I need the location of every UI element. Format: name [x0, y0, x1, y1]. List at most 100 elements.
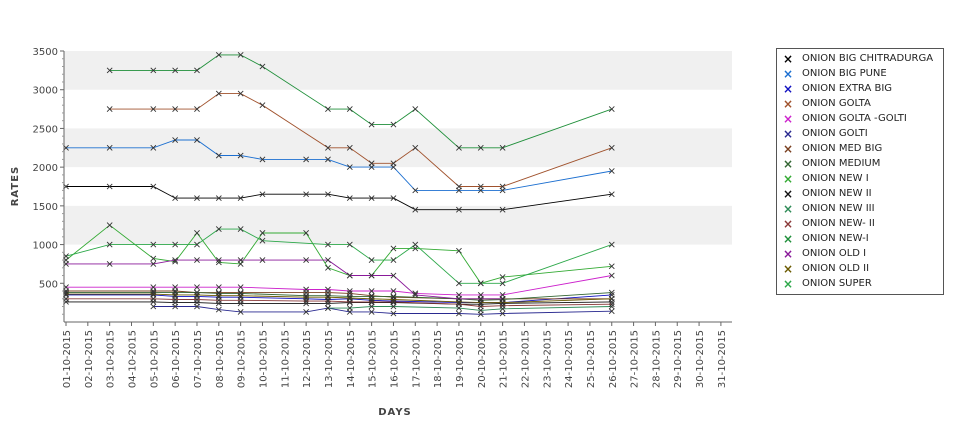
series-onion-new-ii [63, 295, 615, 310]
legend-cross-icon: × [782, 171, 794, 186]
data-point-marker [237, 284, 244, 291]
y-axis-title: RATES [10, 166, 21, 207]
data-point-marker [215, 152, 222, 159]
series-onion-new-i [106, 51, 615, 151]
data-point-marker [390, 296, 397, 303]
legend-item: × ONION NEW I [777, 171, 943, 186]
data-point-marker [390, 288, 397, 294]
data-point-marker [215, 290, 222, 297]
legend-cross-icon: × [782, 81, 794, 96]
data-point-marker [150, 291, 157, 298]
legend-cross-icon: × [782, 66, 794, 81]
data-point-marker [325, 294, 331, 301]
x-axis-title: DAYS [378, 407, 412, 418]
data-point-marker [237, 290, 244, 297]
data-point-marker [237, 292, 244, 299]
data-point-marker [215, 257, 222, 263]
series-line [66, 301, 612, 305]
data-point-marker [368, 288, 375, 294]
data-point-marker [325, 156, 331, 163]
series-onion-golti [150, 303, 615, 318]
legend-cross-icon: × [782, 231, 794, 246]
data-point-marker [172, 241, 179, 248]
data-point-marker [499, 280, 506, 287]
data-point-marker [215, 90, 222, 97]
data-point-marker [172, 291, 179, 298]
data-point-marker [499, 310, 506, 317]
data-point-marker [237, 90, 244, 97]
legend-label: ONION GOLTA -GOLTI [802, 113, 907, 124]
data-point-marker [194, 257, 200, 263]
legend-label: ONION OLD I [802, 248, 867, 259]
data-point-marker [608, 301, 615, 308]
data-point-marker [237, 257, 244, 263]
data-point-marker [456, 144, 462, 151]
x-tick-label: 11-10-2015 [280, 330, 291, 388]
y-tick-label: 3500 [33, 47, 58, 58]
x-tick-label: 21-10-2015 [499, 330, 510, 388]
data-point-marker [215, 51, 222, 58]
data-point-marker [456, 280, 462, 287]
data-point-marker [303, 300, 310, 307]
legend-item: × ONION OLD II [777, 261, 943, 276]
series-onion-super [63, 226, 615, 287]
data-point-marker [499, 144, 506, 151]
y-tick-label: 3000 [33, 86, 58, 97]
data-point-marker [325, 264, 331, 271]
data-point-marker [346, 288, 353, 294]
data-point-marker [608, 241, 615, 248]
x-tick-label: 26-10-2015 [608, 330, 619, 388]
data-point-marker [194, 296, 200, 303]
data-point-marker [390, 121, 397, 128]
data-point-marker [346, 295, 353, 301]
series-line [328, 306, 612, 311]
data-point-marker [172, 106, 179, 112]
data-point-marker [303, 309, 310, 315]
legend-cross-icon: × [782, 246, 794, 261]
data-point-marker [106, 222, 113, 229]
data-point-marker [237, 51, 244, 58]
data-point-marker [412, 144, 419, 151]
series-line [66, 139, 612, 191]
legend-item: × ONION MED BIG [777, 141, 943, 156]
legend-label: ONION NEW- II [802, 218, 875, 229]
x-tick-label: 10-10-2015 [258, 330, 269, 388]
data-point-marker [150, 303, 157, 310]
x-tick-label: 24-10-2015 [564, 330, 575, 388]
data-point-marker [608, 295, 615, 302]
data-point-marker [259, 237, 266, 244]
data-point-marker [106, 144, 113, 151]
data-point-marker [325, 300, 331, 307]
y-tick-label: 1500 [33, 202, 58, 213]
data-point-marker [150, 241, 157, 248]
y-tick-label: 2000 [33, 163, 58, 174]
data-point-marker [215, 292, 222, 299]
data-point-marker [368, 293, 375, 300]
data-point-marker [456, 301, 462, 308]
data-point-marker [325, 144, 331, 151]
legend-label: ONION NEW-I [802, 233, 869, 244]
data-point-marker [259, 230, 266, 236]
legend-item: × ONION NEW III [777, 201, 943, 216]
legend-item: × ONION SUPER [777, 276, 943, 291]
y-tick-label: 2500 [33, 124, 58, 135]
x-tick-label: 14-10-2015 [346, 330, 357, 388]
data-point-marker [346, 305, 353, 311]
legend-item: × ONION BIG PUNE [777, 66, 943, 81]
legend-label: ONION EXTRA BIG [802, 83, 893, 94]
data-point-marker [390, 303, 397, 310]
data-point-marker [390, 160, 397, 167]
data-point-marker [390, 310, 397, 317]
x-tick-label: 16-10-2015 [389, 330, 400, 388]
data-point-marker [172, 289, 179, 296]
legend-item: × ONION EXTRA BIG [777, 81, 943, 96]
legend-label: ONION MEDIUM [802, 158, 881, 169]
legend-cross-icon: × [782, 156, 794, 171]
data-point-marker [172, 137, 179, 143]
legend-item: × ONION BIG CHITRADURGA [777, 51, 943, 66]
data-point-marker [215, 306, 222, 313]
legend-cross-icon: × [782, 96, 794, 111]
data-point-marker [215, 259, 222, 266]
data-point-marker [412, 206, 419, 213]
data-point-marker [194, 67, 200, 74]
